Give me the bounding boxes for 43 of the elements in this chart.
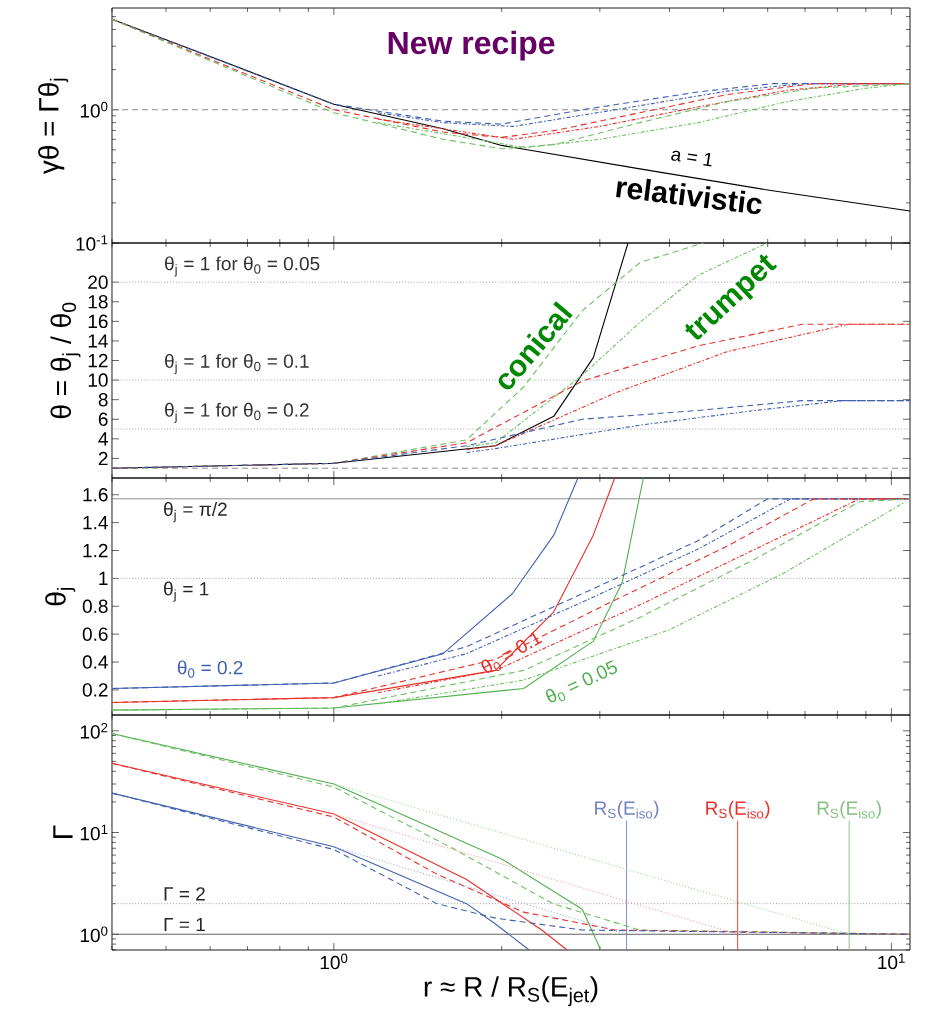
- y-tick-label: 1: [99, 571, 108, 585]
- y-tick-label: 6: [98, 412, 108, 426]
- y-tick-label: 12: [88, 353, 108, 368]
- y-tick-label: 0.6: [82, 627, 108, 641]
- ref-line-label: R$_{S}$(E$_{iso}$): [817, 800, 881, 819]
- ref-line-label: θ$_{j}$ = 1: [164, 581, 209, 602]
- y-tick-label: 16: [88, 314, 108, 329]
- y-tick-label: 10$^{-1}$: [76, 235, 108, 251]
- annotation: θ$_{j}$ = 1 for θ$_{0}$ = 0.05: [165, 256, 320, 277]
- y-tick-label: 10$^{1}$: [80, 824, 108, 841]
- y-tick-label: 1.6: [83, 488, 108, 502]
- x-axis-title: r ≈ R / R$_{S}$(E$_{jet}$): [424, 976, 598, 1007]
- annotation: θ$_{0}$ = 0.05: [546, 660, 618, 703]
- y-tick-label: 10$^{0}$: [80, 926, 108, 943]
- annotation: New recipe: [388, 30, 555, 61]
- y-tick-label: 10$^{0}$: [80, 101, 108, 118]
- annotation: θ$_{j}$ = 1 for θ$_{0}$ = 0.1: [165, 353, 309, 375]
- y-tick-label: 1.4: [83, 516, 108, 530]
- ref-line-label: θ$_{j}$ = π/2: [164, 502, 227, 523]
- y-axis-title: Γ: [53, 825, 73, 838]
- ref-line-label: R$_{S}$(E$_{iso}$): [706, 800, 770, 819]
- annotation: relativistic: [616, 178, 762, 215]
- y-axis-title: γθ = Γθ$_{j}$: [38, 78, 69, 175]
- y-tick-label: 0.4: [82, 655, 108, 669]
- y-tick-label: 18: [88, 295, 108, 309]
- annotation: a = 1: [671, 150, 712, 167]
- ref-line-label: Γ = 1: [164, 917, 205, 932]
- y-tick-label: 20: [88, 275, 108, 289]
- y-tick-label: 4: [98, 432, 108, 446]
- annotation: θ$_{j}$ = 1 for θ$_{0}$ = 0.2: [165, 402, 309, 424]
- y-tick-label: 0.2: [82, 683, 108, 697]
- y-tick-label: 1.2: [83, 543, 108, 558]
- ref-line-label: Γ = 2: [164, 887, 205, 901]
- y-axis-title: θ = θ$_{j}$ / θ$_{0}$: [50, 302, 81, 419]
- y-axis-title: θ$_{j}$: [45, 588, 76, 606]
- y-tick-label: 10$^{2}$: [80, 722, 108, 739]
- ref-line-label: R$_{S}$(E$_{iso}$): [595, 800, 659, 819]
- annotation: θ$_{0}$ = 0.2: [177, 660, 243, 678]
- y-tick-label: 10: [88, 373, 108, 387]
- y-tick-label: 2: [98, 451, 108, 466]
- y-tick-label: 0.8: [82, 599, 108, 613]
- y-tick-label: 8: [98, 392, 108, 407]
- y-tick-label: 14: [88, 334, 108, 348]
